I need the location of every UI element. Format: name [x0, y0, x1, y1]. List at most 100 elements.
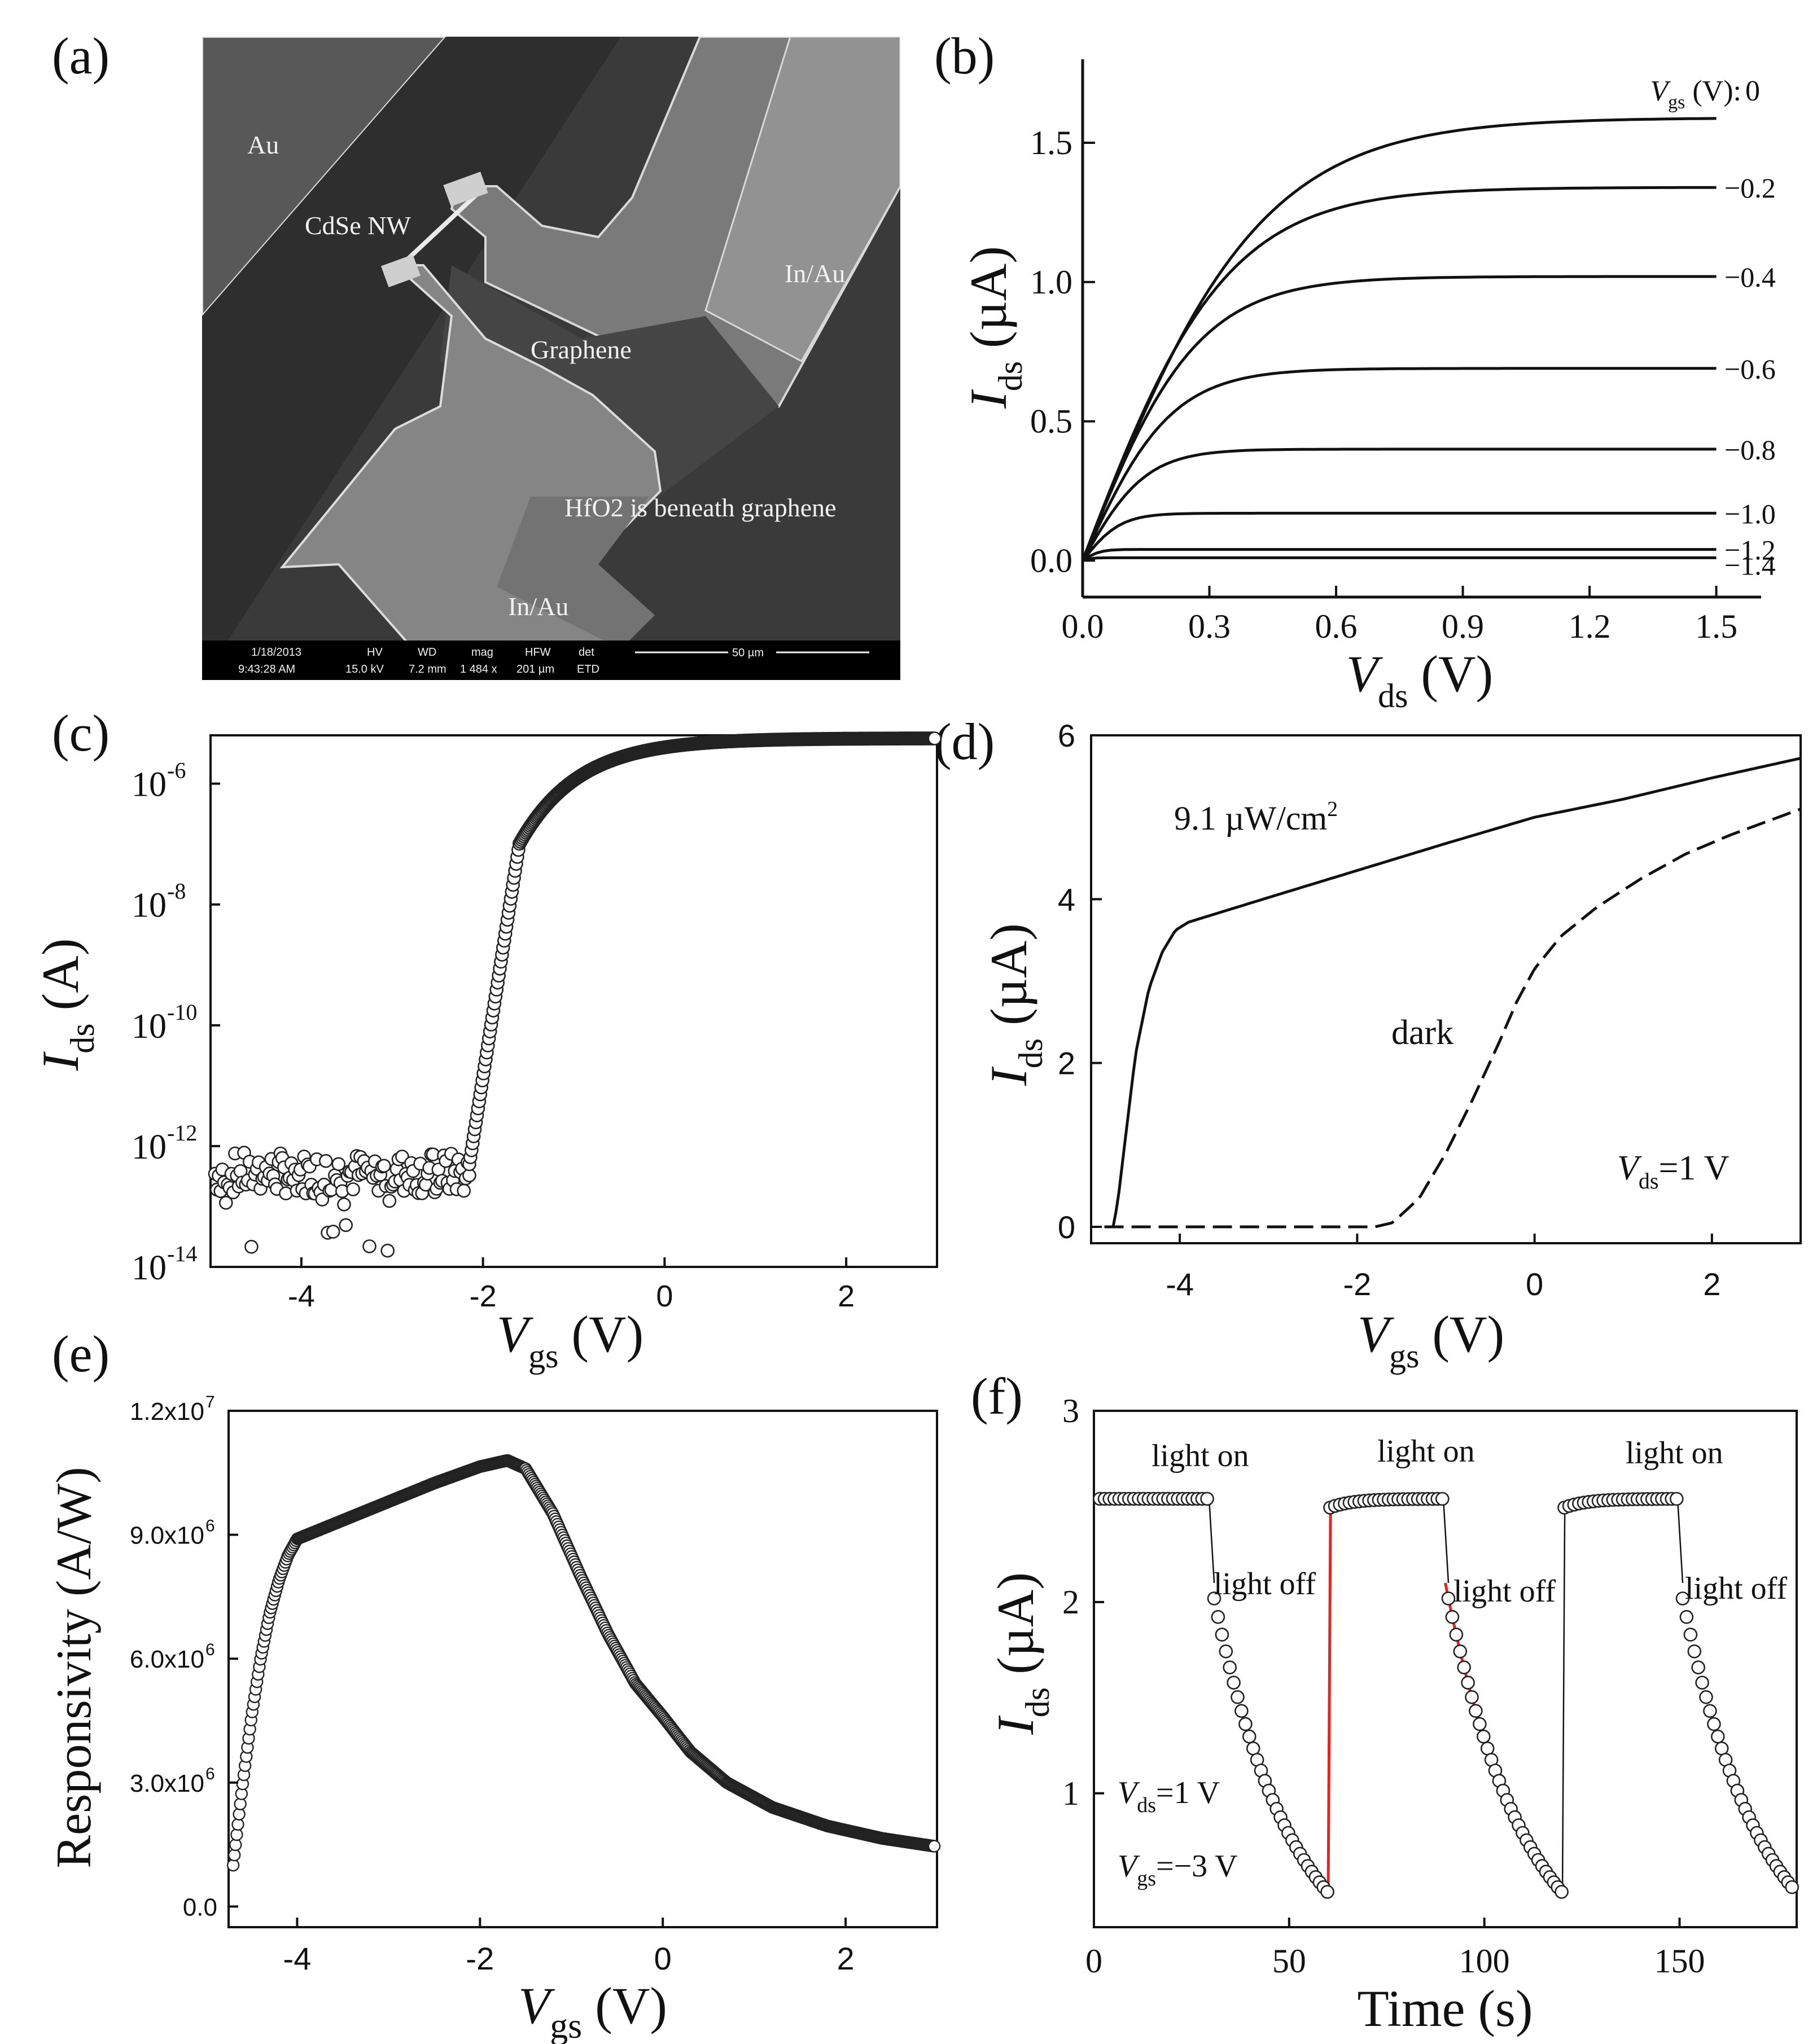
b-curve-vgs-6 — [1082, 548, 1717, 562]
c-data-point — [339, 1218, 353, 1232]
f-data-point — [1242, 1729, 1256, 1744]
f-fit-curve — [1444, 1582, 1564, 1894]
f-annotation-light-off: light off — [1685, 1571, 1787, 1606]
f-data-point — [1461, 1675, 1475, 1690]
d-ytick-label: 0 — [1058, 1209, 1075, 1245]
f-data-point — [1207, 1591, 1221, 1606]
f-data-point — [1227, 1675, 1241, 1690]
f-data-point — [1714, 1742, 1729, 1756]
d-frame — [1090, 734, 1802, 1244]
d-annotation-dark: dark — [1391, 1014, 1453, 1052]
f-annotation-light-on: light on — [1626, 1436, 1723, 1471]
f-ylabel: Ids (µA) — [987, 1572, 1056, 1735]
b-ylabel: Ids (µA) — [960, 246, 1029, 409]
d-curve-light — [1104, 757, 1801, 1229]
d-ytick-label: 2 — [1058, 1046, 1075, 1081]
c-data-point — [218, 1196, 233, 1210]
f-data-point — [1480, 1742, 1495, 1756]
c-ytick-label: 10 — [132, 766, 167, 804]
f-data-point — [1234, 1704, 1249, 1718]
panel-label-e: (e) — [52, 1325, 110, 1383]
c-xtick-label: 0 — [656, 1279, 673, 1313]
d-xtick-label: -2 — [1343, 1266, 1371, 1302]
e-xtick-label: 0 — [654, 1941, 672, 1976]
b-ytick-label: 0.5 — [1030, 403, 1072, 440]
f-data-point — [1457, 1660, 1471, 1674]
sem-wd: 7.2 mm — [409, 663, 446, 676]
sem-hfw-label: HFW — [525, 646, 551, 659]
f-data-point — [1711, 1729, 1725, 1744]
panel-label-f: (f) — [971, 1367, 1023, 1425]
e-frame — [227, 1410, 938, 1928]
f-ytick-label: 3 — [1062, 1392, 1079, 1429]
panel-label-d: (d) — [934, 713, 995, 770]
c-ytick-label: 10 — [132, 887, 167, 925]
sem-wd-label: WD — [418, 646, 436, 659]
sem-mag: 1 484 x — [460, 663, 497, 676]
e-ytick-label: 9.0x10 — [130, 1522, 204, 1550]
c-data-point — [318, 1154, 333, 1168]
f-annotation-vgs: Vgs=−3 V — [1118, 1849, 1238, 1891]
e-data-point — [927, 1840, 941, 1853]
f-annotation-light-off: light off — [1453, 1574, 1556, 1609]
e-ytick-label: 6.0x10 — [130, 1646, 204, 1673]
f-data-point — [1675, 1591, 1690, 1606]
f-data-point — [1211, 1610, 1225, 1624]
b-xtick-label: 0.3 — [1188, 608, 1231, 645]
f-switch-off-edge — [1208, 1498, 1215, 1584]
b-series-label-5: −1.0 — [1724, 498, 1776, 529]
d-curve-dark — [1104, 808, 1801, 1229]
b-ytick-label: 0.0 — [1030, 542, 1072, 579]
panel-label-b: (b) — [934, 27, 995, 85]
c-data-point — [376, 1159, 391, 1173]
panel-label-c: (c) — [52, 704, 110, 762]
c-ytick-exponent: -8 — [167, 879, 186, 904]
e-data-point — [226, 1858, 240, 1872]
b-xtick-label: 0.9 — [1442, 608, 1484, 645]
sem-date: 1/18/2013 — [251, 646, 301, 659]
f-annotation-light-on: light on — [1152, 1438, 1249, 1473]
sem-det: ETD — [577, 663, 599, 676]
c-data-point — [457, 1183, 471, 1198]
sem-det-label: det — [579, 646, 594, 659]
c-xtick-label: -4 — [288, 1279, 315, 1313]
d-xtick-label: -4 — [1166, 1266, 1194, 1302]
chart-panel-d: -4 -2 0 2 0 2 4 6 9.1 µW/cm2 dark Vds=1 V Vgs (… — [980, 718, 1802, 1375]
f-xtick-label: 0 — [1085, 1942, 1102, 1980]
f-xtick-label: 50 — [1272, 1942, 1306, 1980]
f-data-point — [1435, 1492, 1450, 1506]
b-xtick-label: 0.6 — [1315, 608, 1358, 645]
f-data-point — [1465, 1690, 1479, 1704]
f-annotation-light-on: light on — [1377, 1434, 1475, 1469]
b-series-label-2: −0.4 — [1724, 261, 1776, 293]
sem-time: 9:43:28 AM — [238, 663, 295, 676]
f-data-point — [1246, 1742, 1260, 1756]
d-xtick-label: 0 — [1526, 1266, 1543, 1302]
c-data-point — [331, 1157, 346, 1172]
e-ytick-label: 1.2x10 — [130, 1398, 204, 1425]
f-data-point — [1703, 1704, 1717, 1718]
f-data-point — [1219, 1644, 1233, 1659]
b-curve-vgs-7 — [1082, 556, 1717, 562]
b-xtick-label: 0.0 — [1062, 608, 1104, 645]
e-ytick-label: 3.0x10 — [130, 1770, 204, 1797]
f-frame — [1093, 1410, 1798, 1928]
d-ytick-label: 6 — [1058, 718, 1075, 753]
c-ytick-exponent: -12 — [167, 1120, 197, 1146]
c-data-point — [346, 1182, 360, 1196]
c-data-point — [362, 1239, 376, 1253]
c-xlabel: Vgs (V) — [497, 1305, 643, 1375]
f-xtick-label: 150 — [1654, 1942, 1705, 1980]
sem-image: Au CdSe NW In/Au Graphene HfO2 is beneat… — [202, 37, 900, 680]
b-curve-vgs-4 — [1081, 448, 1717, 562]
e-ytick-label: 0.0 — [183, 1893, 217, 1921]
c-data-point — [337, 1198, 351, 1212]
sem-label-inau-top: In/Au — [785, 259, 845, 288]
sem-mag-label: mag — [471, 646, 493, 659]
f-data-point — [1200, 1492, 1214, 1506]
chart-panel-e: -4 -2 0 20.03.0x10 66.0x10 69.0x10 61.2x10 7 Vg… — [47, 1393, 941, 2044]
c-xtick-label: -2 — [470, 1279, 497, 1313]
c-data-point — [315, 1192, 330, 1207]
b-series-label-4: −0.8 — [1724, 434, 1776, 466]
